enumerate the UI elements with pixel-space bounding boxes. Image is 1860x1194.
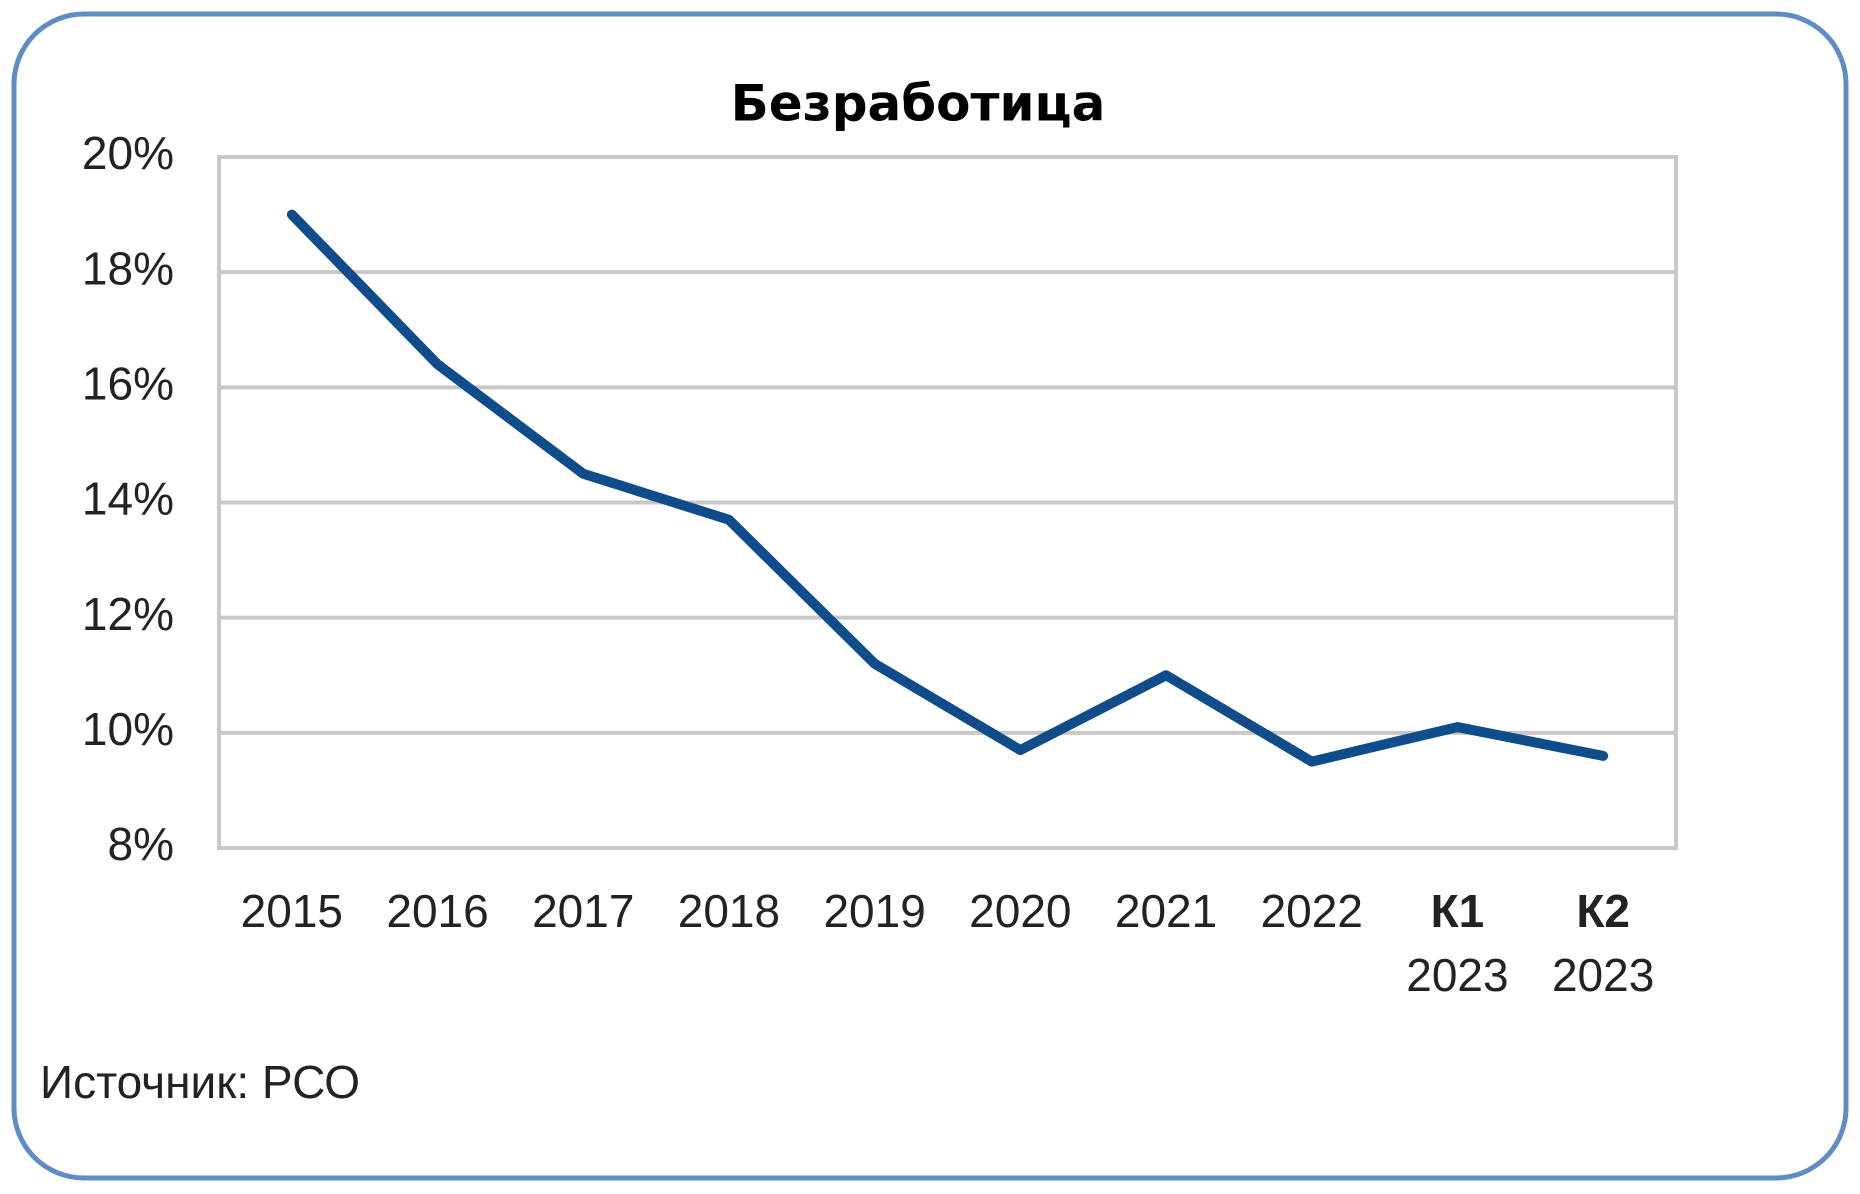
x-tick-label-line: 2023: [1406, 949, 1508, 1001]
x-tick-label-line: 2023: [1552, 949, 1654, 1001]
x-tick-label: 2017: [532, 885, 634, 937]
y-tick-label: 10%: [82, 703, 174, 755]
x-tick-label-line: К2: [1576, 885, 1630, 937]
x-tick-label: К1 2023: [1406, 885, 1508, 1001]
y-tick-label: 12%: [82, 588, 174, 640]
x-tick-label: К2 2023: [1552, 885, 1654, 1001]
data-line: [286, 209, 1609, 767]
x-tick-label-line: К1: [1431, 885, 1485, 937]
chart-title: Безработица: [731, 75, 1106, 133]
y-tick-label: 20%: [82, 127, 174, 179]
x-tick-label: 2022: [1261, 885, 1363, 937]
source-note: Источник: РСО: [40, 1056, 360, 1108]
x-tick-label: 2018: [678, 885, 780, 937]
y-tick-label: 8%: [108, 818, 174, 870]
frame: [11, 11, 1849, 1181]
y-tick-label: 18%: [82, 242, 174, 294]
y-tick-label: 16%: [82, 357, 174, 409]
x-tick-label: 2020: [969, 885, 1071, 937]
x-tick-label: 2015: [241, 885, 343, 937]
x-tick-label: 2016: [386, 885, 488, 937]
y-tick-label: 14%: [82, 473, 174, 525]
x-tick-label: 2019: [823, 885, 925, 937]
x-tick-label: 2021: [1115, 885, 1217, 937]
